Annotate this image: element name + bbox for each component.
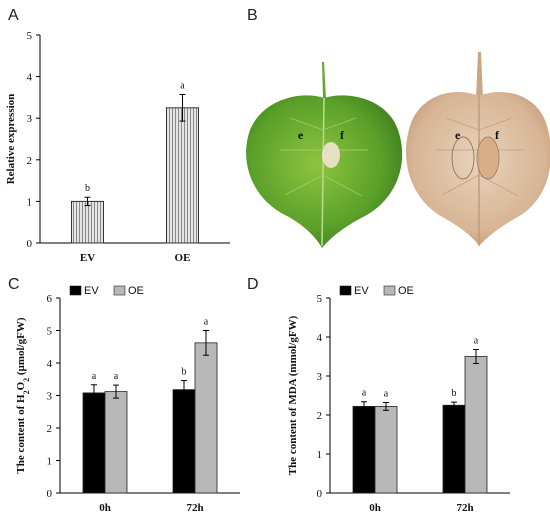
x-tick-label: EV bbox=[80, 252, 95, 264]
y-axis-label-part: 2 bbox=[22, 378, 31, 382]
panel-letter-c: C bbox=[8, 276, 20, 293]
y-tick-label: 3 bbox=[317, 371, 323, 383]
bar-ev-72h bbox=[442, 404, 466, 494]
bar-oe bbox=[166, 107, 199, 244]
legend-swatch-oe bbox=[383, 285, 396, 296]
x-tick-label: 0h bbox=[99, 502, 111, 514]
bar-ev-72h bbox=[172, 389, 196, 494]
bar-ev bbox=[71, 200, 104, 244]
y-tick-label: 2 bbox=[317, 410, 323, 422]
significance-letter: a bbox=[474, 335, 479, 346]
y-axis-label: The content of MDA (mmol/gFW) bbox=[287, 315, 299, 475]
legend-swatch-oe bbox=[113, 285, 126, 296]
y-tick-label: 0 bbox=[47, 488, 53, 500]
y-axis-label: The content of H2O2 (µmol/gFW) bbox=[15, 317, 31, 473]
leaf-label-e-stained: e bbox=[455, 128, 461, 142]
y-tick-label: 4 bbox=[47, 358, 53, 370]
y-tick-label: 3 bbox=[47, 391, 53, 403]
significance-letter: a bbox=[92, 371, 97, 382]
chart-d-mda-content: 0 1 2 3 4 5 a a 0h b a 72h EV OE The content of MDA (m… bbox=[287, 285, 510, 514]
legend-swatch-ev bbox=[69, 285, 82, 296]
chart-a-relative-expression: 0 1 2 3 4 5 b EV a OE Relative expression bbox=[5, 30, 230, 264]
leaf-label-e: e bbox=[298, 128, 304, 142]
significance-letter: b bbox=[182, 367, 187, 378]
significance-letter: b bbox=[452, 388, 457, 399]
significance-letter: a bbox=[362, 388, 367, 399]
bar-oe-72h bbox=[464, 356, 488, 494]
y-tick-label: 4 bbox=[27, 72, 33, 84]
bar-ev-0h bbox=[82, 392, 106, 494]
y-tick-label: 2 bbox=[27, 155, 33, 167]
significance-letter: a bbox=[180, 80, 185, 91]
y-axis-label-part: O bbox=[15, 381, 27, 390]
y-tick-label: 1 bbox=[317, 449, 323, 461]
legend-label-oe: OE bbox=[128, 285, 144, 297]
y-tick-label: 6 bbox=[47, 293, 53, 305]
significance-letter: a bbox=[384, 389, 389, 400]
x-tick-label: 72h bbox=[186, 502, 203, 514]
bar-oe-0h bbox=[104, 391, 128, 494]
y-tick-label: 5 bbox=[47, 326, 53, 338]
leaf-label-f: f bbox=[340, 128, 345, 142]
significance-letter: a bbox=[204, 317, 209, 328]
y-tick-label: 0 bbox=[317, 488, 323, 500]
y-axis-label-part: The content of H bbox=[15, 394, 27, 474]
y-tick-label: 3 bbox=[27, 113, 33, 125]
x-tick-label: 72h bbox=[456, 502, 473, 514]
leaf-label-f-stained: f bbox=[495, 128, 500, 142]
y-tick-label: 2 bbox=[47, 423, 53, 435]
panel-letter-d: D bbox=[247, 276, 259, 293]
panel-letter-a: A bbox=[8, 7, 19, 24]
x-tick-label: OE bbox=[175, 252, 191, 264]
y-tick-label: 1 bbox=[27, 196, 33, 208]
y-axis-label-part: 2 bbox=[22, 390, 31, 394]
y-tick-label: 5 bbox=[27, 30, 33, 42]
x-tick-label: 0h bbox=[369, 502, 381, 514]
legend-label-oe: OE bbox=[398, 285, 414, 297]
leaf-photo-green: e f bbox=[246, 62, 403, 248]
bar-oe-0h bbox=[374, 406, 398, 494]
bar-ev-0h bbox=[352, 406, 376, 494]
y-tick-label: 0 bbox=[27, 238, 33, 250]
y-axis-label-part: (µmol/gFW) bbox=[15, 317, 27, 378]
significance-letter: b bbox=[85, 183, 90, 194]
legend-label-ev: EV bbox=[354, 285, 369, 297]
y-tick-label: 1 bbox=[47, 456, 53, 468]
legend-swatch-ev bbox=[339, 285, 352, 296]
chart-c-h2o2-content: 0 1 2 3 4 5 6 a a 0h b a 72h EV OE The content of H2O2 … bbox=[15, 285, 240, 514]
y-axis-label: Relative expression bbox=[5, 94, 17, 185]
bar-oe-72h bbox=[194, 342, 218, 494]
panel-letter-b: B bbox=[247, 7, 258, 24]
legend-label-ev: EV bbox=[84, 285, 99, 297]
significance-letter: a bbox=[114, 371, 119, 382]
leaf-photo-stained: e f bbox=[406, 52, 550, 246]
y-tick-label: 4 bbox=[317, 332, 323, 344]
y-tick-label: 5 bbox=[317, 293, 323, 305]
